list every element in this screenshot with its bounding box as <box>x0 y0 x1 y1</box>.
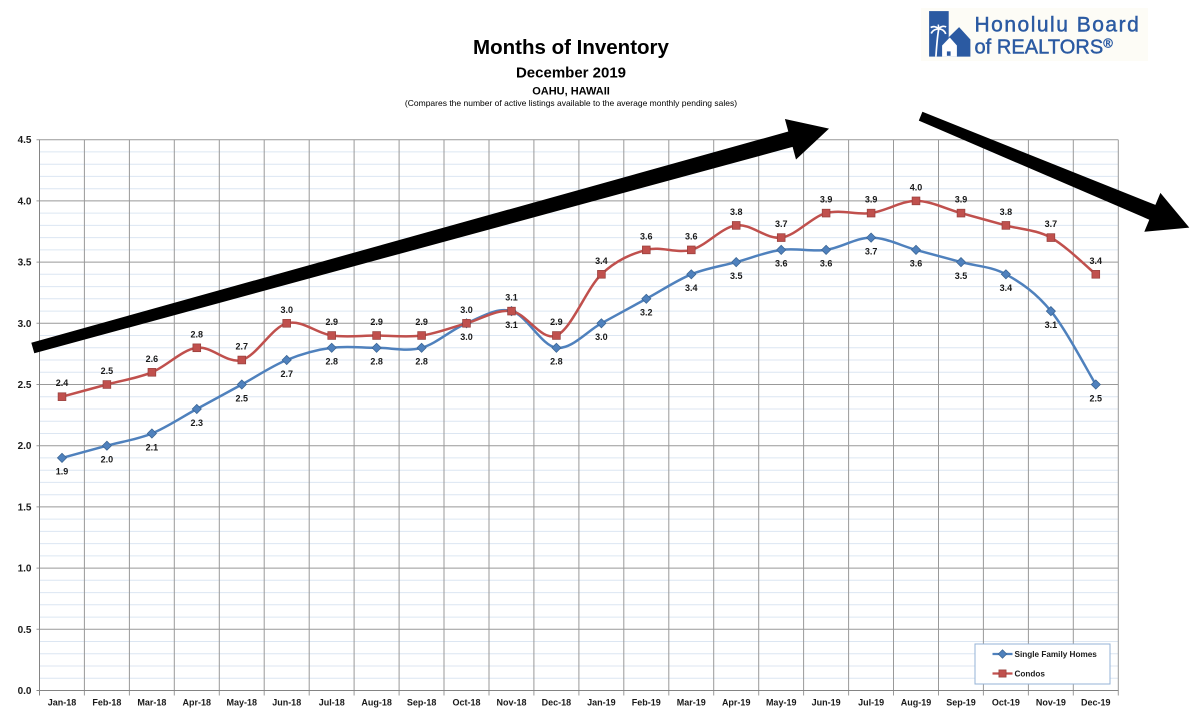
svg-text:Jan-19: Jan-19 <box>587 698 616 708</box>
svg-text:4.5: 4.5 <box>18 135 32 146</box>
svg-text:3.4: 3.4 <box>1090 256 1103 266</box>
svg-text:2.0: 2.0 <box>101 455 114 465</box>
svg-text:2.5: 2.5 <box>1090 393 1103 403</box>
svg-text:2.4: 2.4 <box>56 378 69 388</box>
svg-text:December 2019: December 2019 <box>516 65 626 82</box>
svg-text:Jun-18: Jun-18 <box>272 698 301 708</box>
svg-text:3.1: 3.1 <box>505 320 518 330</box>
svg-text:2.7: 2.7 <box>236 342 249 352</box>
svg-text:Sep-19: Sep-19 <box>946 698 976 708</box>
svg-text:2.8: 2.8 <box>191 329 204 339</box>
svg-text:2.5: 2.5 <box>18 380 32 391</box>
svg-text:3.9: 3.9 <box>955 195 968 205</box>
svg-text:2.5: 2.5 <box>101 366 114 376</box>
svg-text:3.6: 3.6 <box>910 259 923 269</box>
svg-text:2.5: 2.5 <box>236 393 249 403</box>
svg-text:2.8: 2.8 <box>550 357 563 367</box>
svg-text:1.9: 1.9 <box>56 467 69 477</box>
svg-text:Jun-19: Jun-19 <box>812 698 841 708</box>
svg-text:3.8: 3.8 <box>730 207 743 217</box>
svg-text:3.4: 3.4 <box>685 283 698 293</box>
svg-text:3.5: 3.5 <box>730 271 743 281</box>
svg-text:2.8: 2.8 <box>370 357 383 367</box>
svg-text:4.0: 4.0 <box>910 182 923 192</box>
svg-text:1.0: 1.0 <box>18 564 32 575</box>
svg-text:2.9: 2.9 <box>415 317 428 327</box>
svg-text:3.6: 3.6 <box>640 231 653 241</box>
svg-text:3.4: 3.4 <box>1000 283 1013 293</box>
svg-text:3.0: 3.0 <box>460 332 473 342</box>
svg-text:OAHU, HAWAII: OAHU, HAWAII <box>532 86 610 98</box>
svg-text:0.5: 0.5 <box>18 625 32 636</box>
svg-text:Nov-18: Nov-18 <box>496 698 526 708</box>
svg-text:Dec-19: Dec-19 <box>1081 698 1111 708</box>
svg-text:2.9: 2.9 <box>325 317 338 327</box>
svg-text:Aug-19: Aug-19 <box>901 698 932 708</box>
svg-text:Oct-18: Oct-18 <box>452 698 480 708</box>
svg-text:2.9: 2.9 <box>370 317 383 327</box>
svg-text:3.9: 3.9 <box>865 195 878 205</box>
svg-text:May-19: May-19 <box>766 698 797 708</box>
svg-text:2.7: 2.7 <box>280 369 293 379</box>
svg-text:3.1: 3.1 <box>1045 320 1058 330</box>
svg-text:2.9: 2.9 <box>550 317 563 327</box>
svg-text:0.0: 0.0 <box>18 686 32 697</box>
svg-text:3.5: 3.5 <box>955 271 968 281</box>
svg-text:3.6: 3.6 <box>685 231 698 241</box>
svg-text:4.0: 4.0 <box>18 196 32 207</box>
svg-text:3.8: 3.8 <box>1000 207 1013 217</box>
svg-text:3.0: 3.0 <box>18 319 32 330</box>
svg-text:Jul-18: Jul-18 <box>319 698 345 708</box>
svg-text:3.7: 3.7 <box>865 246 878 256</box>
svg-text:3.9: 3.9 <box>820 195 833 205</box>
svg-text:Mar-18: Mar-18 <box>137 698 166 708</box>
svg-text:3.5: 3.5 <box>18 258 32 269</box>
svg-text:3.0: 3.0 <box>280 305 293 315</box>
svg-text:Months of Inventory: Months of Inventory <box>473 36 669 59</box>
svg-text:3.7: 3.7 <box>775 219 788 229</box>
svg-text:Apr-18: Apr-18 <box>183 698 212 708</box>
svg-text:Condos: Condos <box>1015 670 1046 679</box>
svg-text:Mar-19: Mar-19 <box>677 698 706 708</box>
svg-text:Sep-18: Sep-18 <box>407 698 437 708</box>
svg-text:2.8: 2.8 <box>415 357 428 367</box>
svg-text:Aug-18: Aug-18 <box>361 698 392 708</box>
svg-text:3.4: 3.4 <box>595 256 608 266</box>
svg-text:Jul-19: Jul-19 <box>858 698 884 708</box>
svg-text:Feb-18: Feb-18 <box>92 698 121 708</box>
svg-text:3.6: 3.6 <box>775 259 788 269</box>
svg-text:(Compares the number of active: (Compares the number of active listings … <box>405 98 737 108</box>
svg-text:3.0: 3.0 <box>460 305 473 315</box>
svg-text:Dec-18: Dec-18 <box>542 698 572 708</box>
svg-text:Single Family Homes: Single Family Homes <box>1015 650 1098 659</box>
svg-text:Jan-18: Jan-18 <box>48 698 77 708</box>
svg-text:2.8: 2.8 <box>325 357 338 367</box>
svg-text:Honolulu Board: Honolulu Board <box>975 14 1141 37</box>
svg-text:3.6: 3.6 <box>820 259 833 269</box>
svg-text:3.2: 3.2 <box>640 308 653 318</box>
svg-text:3.0: 3.0 <box>595 332 608 342</box>
svg-text:Nov-19: Nov-19 <box>1036 698 1066 708</box>
svg-text:Apr-19: Apr-19 <box>722 698 751 708</box>
svg-text:May-18: May-18 <box>227 698 258 708</box>
svg-text:3.7: 3.7 <box>1045 219 1058 229</box>
svg-text:1.5: 1.5 <box>18 502 32 513</box>
svg-text:of REALTORS®: of REALTORS® <box>975 35 1114 58</box>
svg-text:3.1: 3.1 <box>505 293 518 303</box>
svg-text:2.6: 2.6 <box>146 354 159 364</box>
svg-text:Feb-19: Feb-19 <box>632 698 661 708</box>
svg-text:2.0: 2.0 <box>18 441 32 452</box>
svg-text:Oct-19: Oct-19 <box>992 698 1020 708</box>
svg-text:2.3: 2.3 <box>191 418 204 428</box>
svg-text:2.1: 2.1 <box>146 442 159 452</box>
